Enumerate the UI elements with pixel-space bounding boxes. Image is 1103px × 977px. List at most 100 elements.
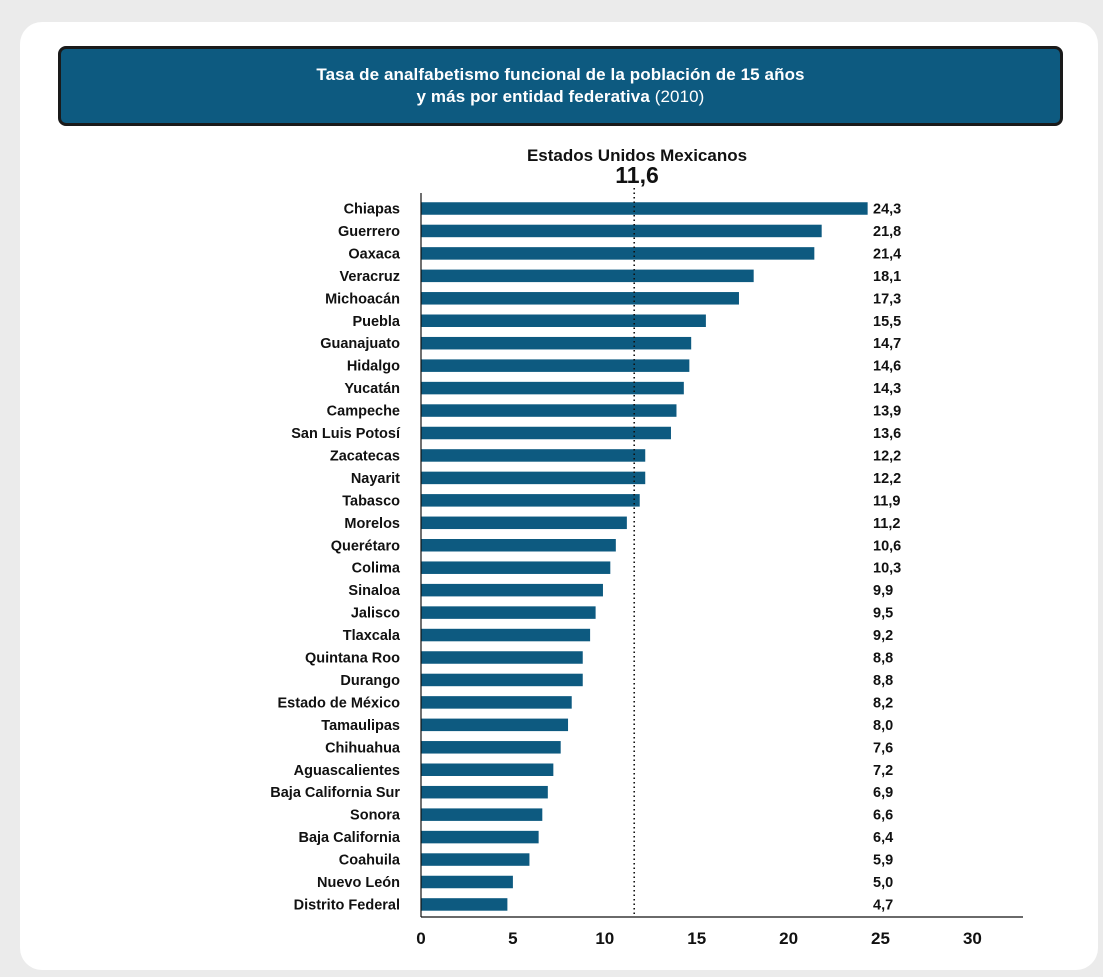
value-label: 14,3 xyxy=(873,381,901,397)
bar xyxy=(421,359,690,372)
category-label: Hidalgo xyxy=(347,359,400,375)
chart-title-year: (2010) xyxy=(654,87,705,106)
value-label: 6,4 xyxy=(873,830,893,846)
bar xyxy=(421,494,640,507)
chart-title-line-1: Tasa de analfabetismo funcional de la po… xyxy=(316,65,805,84)
chart-title-banner: Tasa de analfabetismo funcional de la po… xyxy=(58,46,1063,126)
bar xyxy=(421,628,591,642)
x-tick-label: 25 xyxy=(871,929,890,948)
category-label: Campeche xyxy=(327,404,400,420)
x-tick-label: 10 xyxy=(595,929,614,948)
value-label: 15,5 xyxy=(873,314,901,330)
value-label: 4,7 xyxy=(873,897,893,913)
value-label: 21,4 xyxy=(873,246,901,262)
category-label: Guanajuato xyxy=(320,336,400,352)
bar xyxy=(421,741,561,754)
category-label: Chiapas xyxy=(344,202,400,218)
bar xyxy=(421,651,583,664)
category-label: Zacatecas xyxy=(330,448,400,464)
bar xyxy=(421,539,616,552)
value-label: 12,2 xyxy=(873,471,901,487)
chart-title-line-2-text: y más por entidad federativa xyxy=(416,87,650,106)
value-label: 9,5 xyxy=(873,606,893,622)
reference-label: Estados Unidos Mexicanos xyxy=(527,146,747,165)
bar xyxy=(421,292,739,305)
bar xyxy=(421,673,583,687)
bar xyxy=(421,763,554,776)
bar xyxy=(421,875,513,889)
category-label: Yucatán xyxy=(344,381,400,397)
value-label: 17,3 xyxy=(873,291,901,307)
bar xyxy=(421,471,646,485)
category-label: Puebla xyxy=(352,314,400,330)
category-label: Veracruz xyxy=(340,269,400,285)
value-label: 18,1 xyxy=(873,269,901,285)
value-label: 8,2 xyxy=(873,695,893,711)
bar xyxy=(421,314,706,327)
value-label: 8,8 xyxy=(873,673,893,689)
category-label: Jalisco xyxy=(351,606,400,622)
bar xyxy=(421,247,815,260)
value-label: 5,0 xyxy=(873,875,893,891)
bar xyxy=(421,404,677,417)
category-label: Colima xyxy=(352,561,401,577)
labels-layer: Chiapas 24,3 Guerrero 21,8 Oaxaca 21,4 Veracru… xyxy=(270,202,982,949)
bar xyxy=(421,696,572,709)
category-label: Querétaro xyxy=(331,538,400,554)
bar xyxy=(421,785,548,799)
value-label: 8,8 xyxy=(873,651,893,667)
bar xyxy=(421,269,754,283)
value-label: 10,3 xyxy=(873,561,901,577)
value-label: 7,6 xyxy=(873,740,893,756)
bar xyxy=(421,381,684,395)
x-tick-label: 15 xyxy=(687,929,706,948)
value-label: 24,3 xyxy=(873,202,901,218)
category-label: Michoacán xyxy=(325,291,400,307)
category-label: Guerrero xyxy=(338,224,400,240)
bar xyxy=(421,606,596,619)
category-label: Coahuila xyxy=(339,853,401,869)
value-label: 5,9 xyxy=(873,853,893,869)
bar xyxy=(421,830,539,844)
value-label: 11,2 xyxy=(873,516,900,532)
bar xyxy=(421,224,822,238)
category-label: Nuevo León xyxy=(317,875,400,891)
bar xyxy=(421,718,569,732)
category-label: Baja California Sur xyxy=(270,785,400,801)
bar xyxy=(421,561,611,574)
value-label: 9,2 xyxy=(873,628,893,644)
x-tick-label: 20 xyxy=(779,929,798,948)
x-tick-label: 0 xyxy=(416,929,425,948)
value-label: 9,9 xyxy=(873,583,893,599)
category-label: Quintana Roo xyxy=(305,651,400,667)
value-label: 21,8 xyxy=(873,224,901,240)
bar xyxy=(421,516,627,530)
bar xyxy=(421,808,543,821)
category-label: Distrito Federal xyxy=(294,897,400,913)
bars-layer xyxy=(421,202,868,911)
category-label: Nayarit xyxy=(351,471,400,487)
bar xyxy=(421,853,530,866)
value-label: 8,0 xyxy=(873,718,893,734)
value-label: 13,9 xyxy=(873,404,901,420)
value-label: 13,6 xyxy=(873,426,901,442)
bar xyxy=(421,336,692,350)
category-label: Estado de México xyxy=(278,695,401,711)
value-label: 11,9 xyxy=(873,493,900,509)
bar xyxy=(421,202,868,215)
x-tick-label: 30 xyxy=(963,929,982,948)
value-label: 6,9 xyxy=(873,785,893,801)
bar xyxy=(421,426,671,440)
value-label: 14,6 xyxy=(873,359,901,375)
category-label: Sonora xyxy=(350,808,401,824)
category-label: San Luis Potosí xyxy=(291,426,401,442)
value-label: 10,6 xyxy=(873,538,901,554)
category-label: Morelos xyxy=(344,516,400,532)
category-label: Aguascalientes xyxy=(294,763,400,779)
category-label: Baja California xyxy=(298,830,400,846)
x-tick-label: 5 xyxy=(508,929,517,948)
value-label: 14,7 xyxy=(873,336,901,352)
chart-title-line-2: y más por entidad federativa (2010) xyxy=(61,86,1060,108)
bar xyxy=(421,583,603,597)
